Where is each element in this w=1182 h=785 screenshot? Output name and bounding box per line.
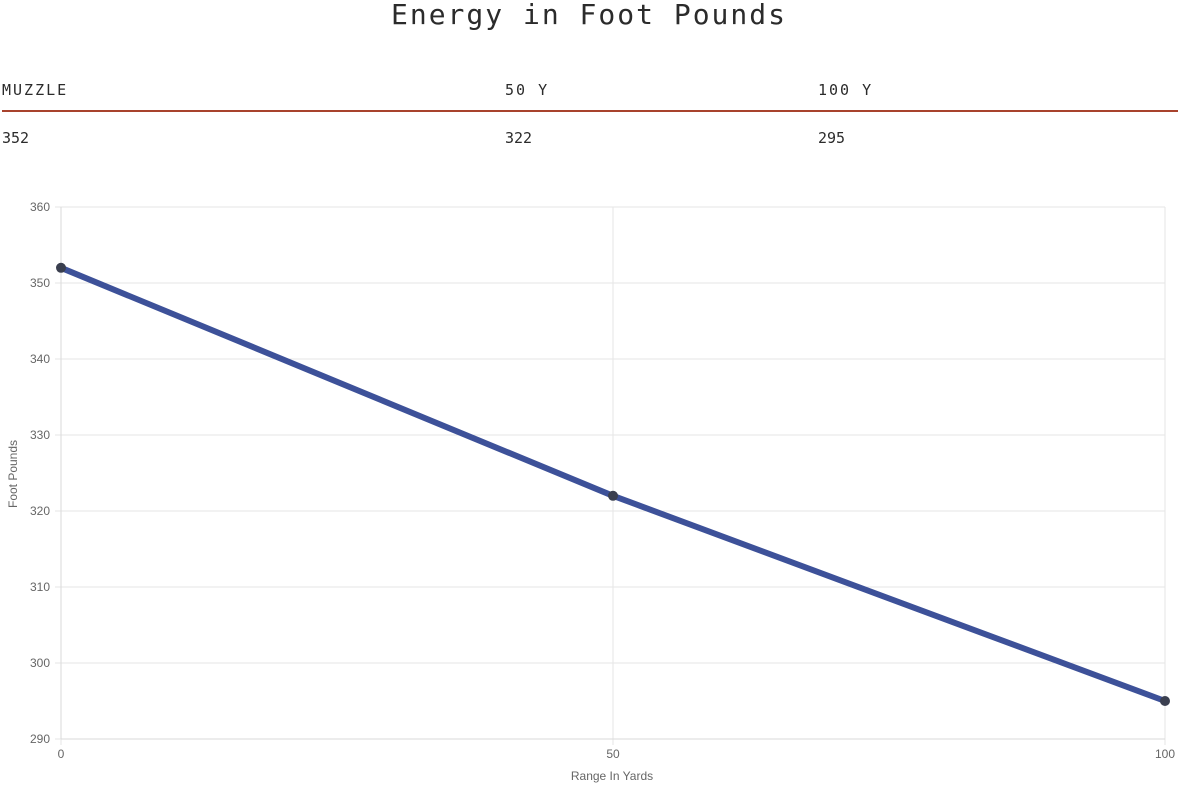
energy-table: MUZZLE 50 Y 100 Y 352 322 295 [2,74,1178,158]
value-muzzle: 352 [2,129,30,147]
y-tick-label: 350 [30,276,50,290]
data-point [56,262,66,273]
header-muzzle: MUZZLE [2,81,69,99]
y-tick-label: 290 [30,732,50,746]
y-tick-label: 320 [30,504,50,518]
value-100-yards: 295 [818,129,846,147]
x-tick-label: 0 [58,747,65,761]
y-axis-title: Foot Pounds [6,440,20,508]
chart-title: Energy in Foot Pounds [390,0,787,31]
y-tick-label: 360 [30,200,50,214]
x-tick-label: 50 [606,747,620,761]
header-100-yards: 100 Y [818,81,874,99]
data-point [608,490,618,501]
value-50-yards: 322 [505,129,533,147]
energy-series [56,262,1170,706]
energy-table-header: MUZZLE 50 Y 100 Y [2,74,1178,112]
y-tick-label: 330 [30,428,50,442]
x-tick-label: 100 [1155,747,1175,761]
grid [55,206,1166,745]
y-tick-label: 300 [30,656,50,670]
tick-labels: 360 350 340 330 320 310 300 290 0 50 100 [30,200,1175,761]
energy-table-values: 352 322 295 [2,122,1178,158]
header-50-yards: 50 Y [505,81,550,99]
y-tick-label: 340 [30,352,50,366]
data-point [1160,696,1170,706]
x-axis-title: Range In Yards [571,769,653,783]
energy-line-chart: 360 350 340 330 320 310 300 290 0 50 100 Range In … [6,200,1175,783]
y-tick-label: 310 [30,580,50,594]
